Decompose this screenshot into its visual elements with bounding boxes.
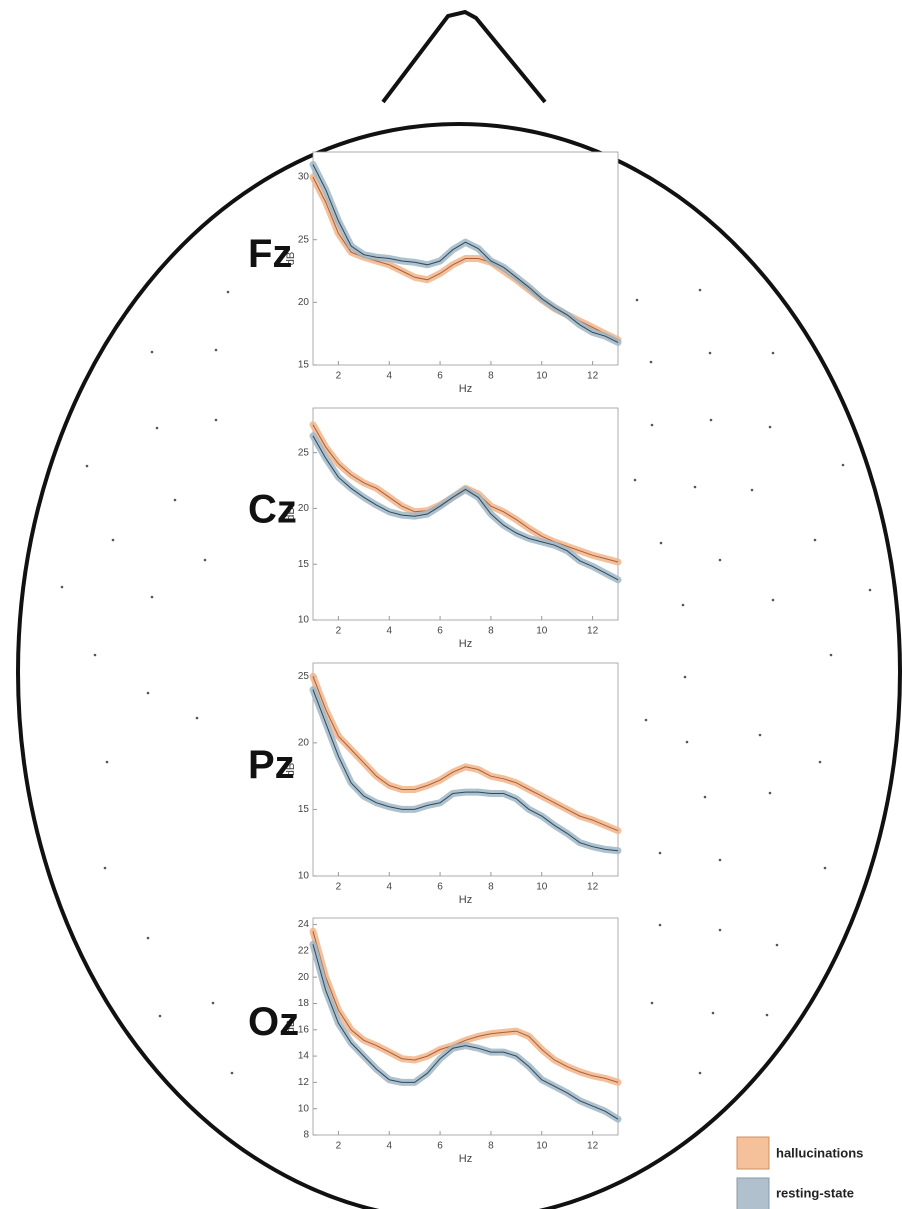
x-tick-label: 12 (587, 371, 599, 382)
channel-label: Fz (248, 232, 292, 276)
y-tick-label: 20 (298, 297, 310, 308)
head-outline (16, 122, 902, 1209)
y-tick-label: 14 (298, 1051, 310, 1062)
x-tick-label: 4 (386, 626, 392, 637)
x-tick-label: 2 (336, 626, 342, 637)
y-axis-label: dB (285, 252, 297, 265)
y-tick-label: 15 (298, 559, 310, 570)
y-tick-label: 15 (298, 360, 310, 371)
channel-label: Pz (248, 743, 295, 787)
x-tick-label: 2 (336, 1141, 342, 1152)
channel-label: Oz (248, 1000, 299, 1044)
series-line (312, 689, 619, 852)
y-axis-label: dB (285, 1020, 297, 1033)
nose (381, 9, 547, 104)
x-tick-label: 12 (587, 626, 599, 637)
y-tick-label: 20 (298, 972, 310, 983)
x-tick-label: 8 (488, 371, 494, 382)
x-tick-label: 4 (386, 882, 392, 893)
x-tick-label: 8 (488, 626, 494, 637)
y-tick-label: 20 (298, 738, 310, 749)
x-tick-label: 4 (386, 1141, 392, 1152)
y-tick-label: 22 (298, 946, 310, 957)
y-tick-label: 18 (298, 998, 310, 1009)
legend-swatch (736, 1136, 770, 1170)
x-tick-label: 8 (488, 1141, 494, 1152)
x-tick-label: 6 (437, 626, 443, 637)
y-tick-label: 30 (298, 172, 310, 183)
y-tick-label: 10 (298, 615, 310, 626)
channel-label: Cz (248, 488, 297, 532)
x-axis-label: Hz (459, 894, 472, 906)
y-tick-label: 20 (298, 503, 310, 514)
x-axis-label: Hz (459, 1153, 472, 1165)
y-axis-label: dB (285, 507, 297, 520)
legend-swatch (736, 1177, 770, 1209)
y-tick-label: 12 (298, 1077, 310, 1088)
y-tick-label: 16 (298, 1024, 310, 1035)
y-tick-label: 10 (298, 871, 310, 882)
legend-label: resting-state (776, 1185, 854, 1200)
series-line (312, 435, 619, 581)
x-axis-label: Hz (459, 383, 472, 395)
y-tick-label: 15 (298, 804, 310, 815)
x-tick-label: 6 (437, 882, 443, 893)
y-tick-label: 25 (298, 447, 310, 458)
plot-frame (312, 407, 619, 621)
x-tick-label: 6 (437, 371, 443, 382)
series-line (312, 676, 619, 832)
y-tick-label: 25 (298, 671, 310, 682)
x-tick-label: 6 (437, 1141, 443, 1152)
plot-frame (312, 917, 619, 1136)
x-axis-label: Hz (459, 638, 472, 650)
y-tick-label: 24 (298, 919, 310, 930)
x-tick-label: 10 (536, 626, 548, 637)
electrode-dots (60, 288, 872, 1075)
y-tick-label: 10 (298, 1103, 310, 1114)
x-tick-label: 10 (536, 1141, 548, 1152)
x-tick-label: 12 (587, 882, 599, 893)
series-line (312, 931, 619, 1083)
x-tick-label: 10 (536, 371, 548, 382)
x-tick-label: 4 (386, 371, 392, 382)
y-axis-label: dB (285, 763, 297, 776)
x-tick-label: 12 (587, 1141, 599, 1152)
x-tick-label: 10 (536, 882, 548, 893)
x-tick-label: 2 (336, 371, 342, 382)
series-line (312, 944, 619, 1120)
series-line (312, 164, 619, 343)
y-tick-label: 8 (303, 1130, 309, 1141)
legend-label: hallucinations (776, 1145, 863, 1160)
y-tick-label: 25 (298, 234, 310, 245)
x-tick-label: 8 (488, 882, 494, 893)
x-tick-label: 2 (336, 882, 342, 893)
